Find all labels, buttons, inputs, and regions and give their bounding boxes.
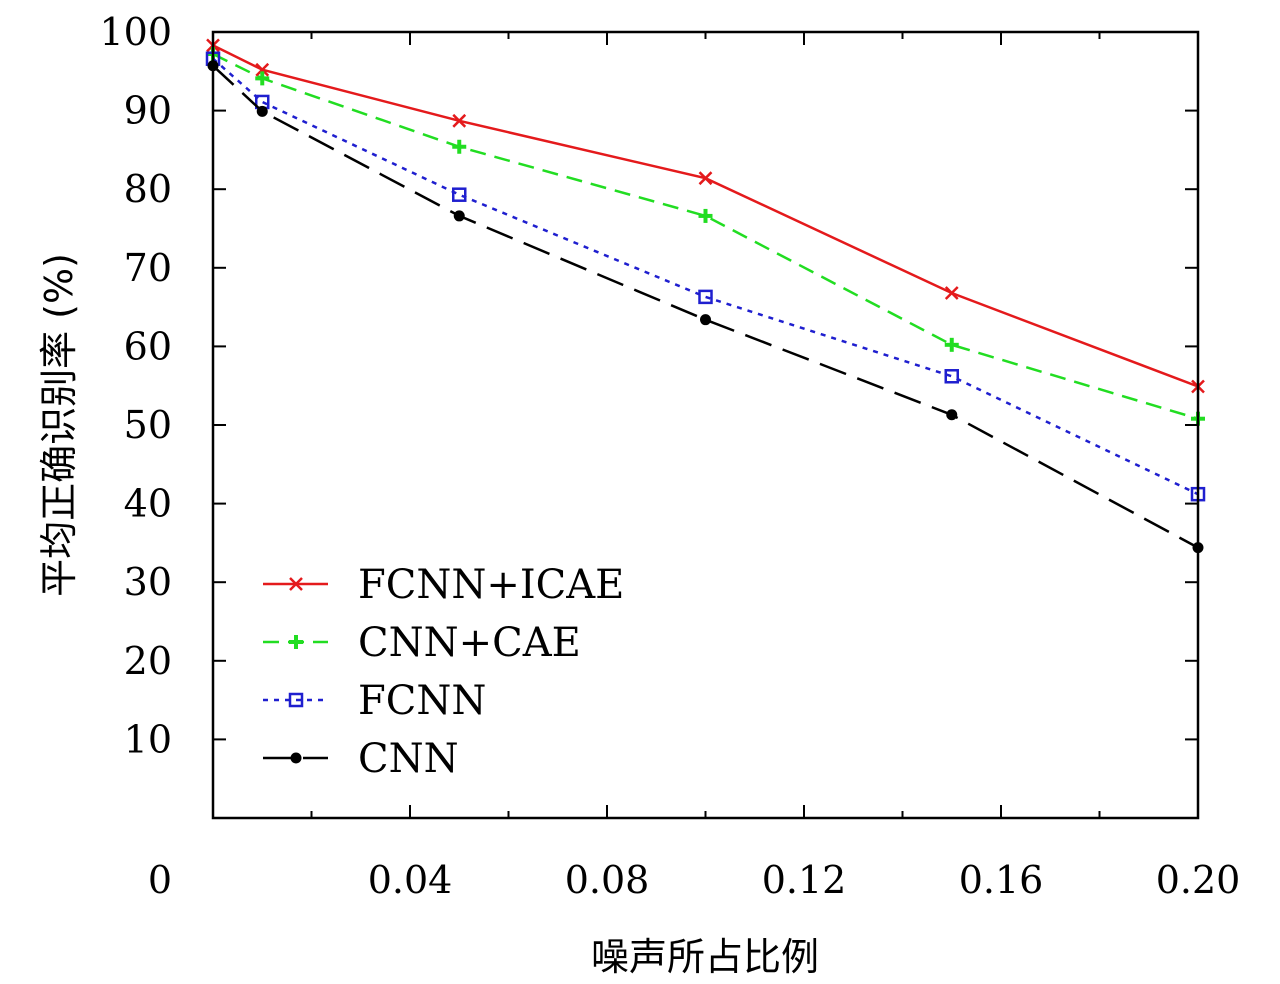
legend-label: FCNN <box>358 678 486 724</box>
x-tick-label: 0.20 <box>1156 858 1241 902</box>
data-point-x-marker <box>698 171 713 186</box>
legend-entry: CNN+CAE <box>263 620 581 666</box>
series-2 <box>205 51 1206 502</box>
x-tick-label: 0.08 <box>565 858 650 902</box>
series-line <box>212 44 1199 388</box>
y-axis-title: 平均正确识别率 (%) <box>37 253 81 597</box>
series-line <box>212 52 1199 420</box>
data-point-square-marker <box>944 369 959 384</box>
y-tick-label: 60 <box>124 324 172 368</box>
y-tick-label: 80 <box>124 167 172 211</box>
legend-entry: FCNN <box>263 678 486 724</box>
data-point-x-marker <box>452 113 467 128</box>
data-point-x-marker <box>255 62 270 77</box>
y-tick-label: 40 <box>124 482 172 526</box>
series-3 <box>207 60 1204 554</box>
data-point-dot-marker <box>700 314 711 326</box>
x-tick-label: 0 <box>148 858 172 902</box>
legend-label: CNN <box>358 736 459 782</box>
y-tick-label: 50 <box>124 403 172 447</box>
data-point-dot-marker <box>946 409 958 421</box>
legend-entry: FCNN+ICAE <box>263 562 624 608</box>
data-point-x-marker <box>944 286 959 300</box>
legend-entry: CNN <box>263 736 459 782</box>
data-point-plus-marker <box>452 139 467 154</box>
data-point-square-marker <box>288 692 304 708</box>
data-point-plus-marker <box>698 208 713 223</box>
y-tick-label: 100 <box>99 10 172 54</box>
data-point-dot-marker <box>453 210 465 222</box>
x-tick-label: 0.12 <box>762 858 847 902</box>
data-point-dot-marker <box>256 105 268 117</box>
data-point-square-marker <box>698 289 713 305</box>
series-line <box>212 64 1199 549</box>
data-point-dot-marker <box>290 752 302 764</box>
y-tick-label: 20 <box>124 639 172 683</box>
series-1 <box>206 47 1205 426</box>
legend-label: FCNN+ICAE <box>358 562 624 608</box>
y-tick-label: 90 <box>124 89 172 133</box>
data-point-square-marker <box>452 187 467 202</box>
data-point-plus-marker <box>255 71 270 86</box>
y-tick-label: 10 <box>124 717 172 761</box>
x-tick-label: 0.04 <box>368 858 453 902</box>
data-point-plus-marker <box>289 635 303 649</box>
legend: FCNN+ICAE CNN+CAE FCNN CNN <box>263 562 624 782</box>
x-tick-label: 0.16 <box>959 858 1044 902</box>
data-point-plus-marker <box>944 337 959 352</box>
y-tick-label: 30 <box>124 560 172 604</box>
series-line <box>212 57 1199 496</box>
legend-label: CNN+CAE <box>358 620 581 666</box>
data-point-x-marker <box>289 577 303 591</box>
y-tick-label: 70 <box>124 246 172 290</box>
x-axis-title: 噪声所占比例 <box>591 935 819 979</box>
